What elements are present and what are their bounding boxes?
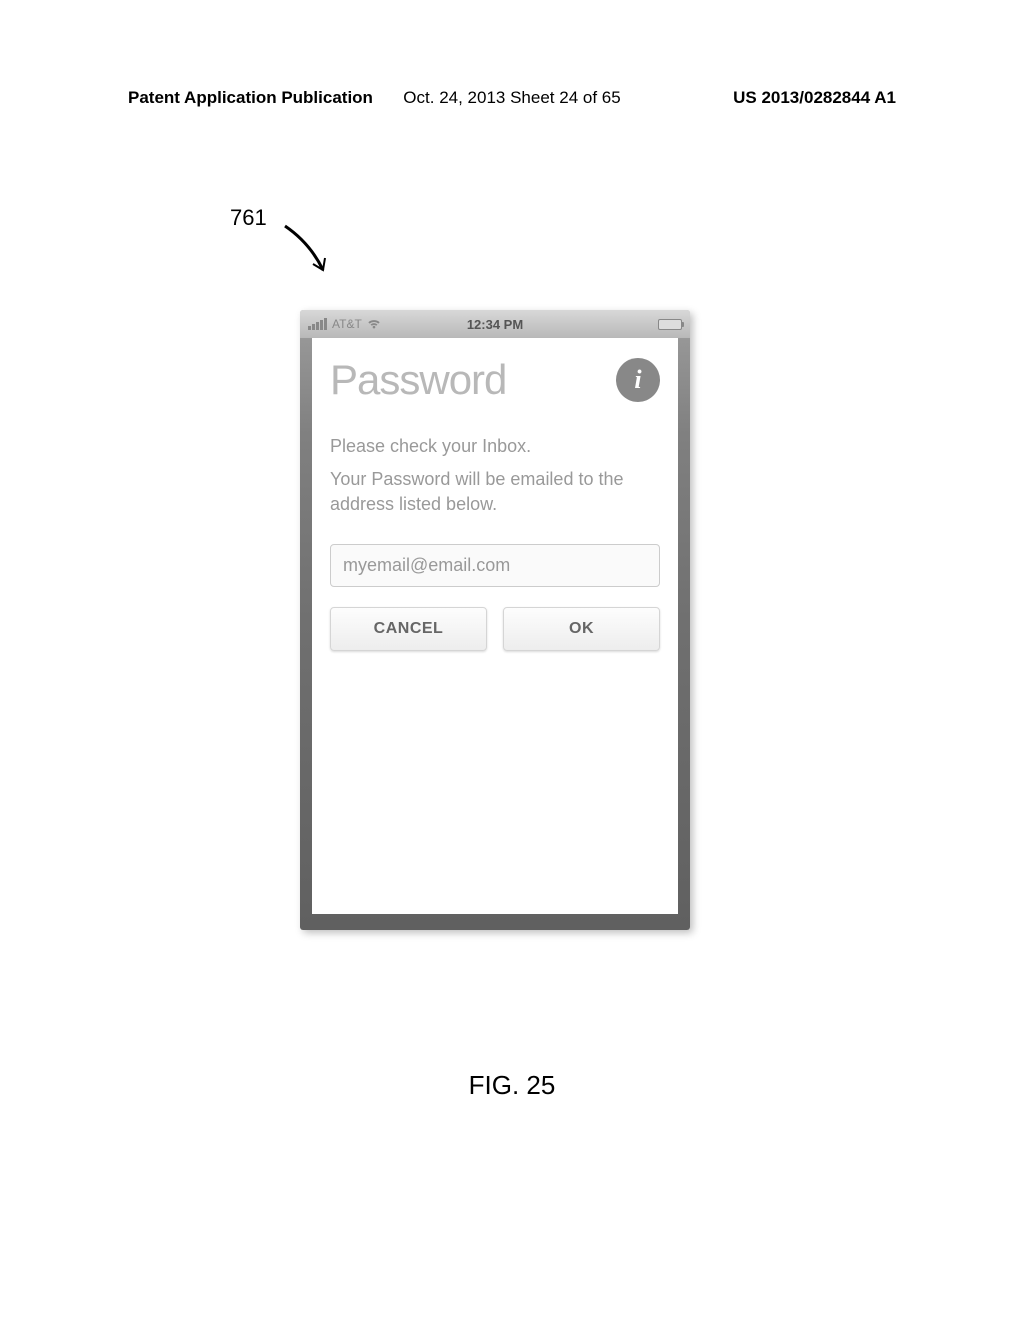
button-row: CANCEL OK (330, 607, 660, 651)
header-publication: Patent Application Publication (128, 88, 373, 108)
status-time: 12:34 PM (467, 317, 523, 332)
signal-strength-icon (308, 318, 327, 330)
page-title: Password (330, 356, 506, 404)
header-patent-number: US 2013/0282844 A1 (733, 88, 896, 108)
carrier-label: AT&T (332, 317, 362, 331)
cancel-button[interactable]: CANCEL (330, 607, 487, 651)
instruction-line-1: Please check your Inbox. (330, 434, 660, 459)
figure-label: FIG. 25 (469, 1070, 556, 1101)
status-left: AT&T (308, 317, 381, 331)
info-icon[interactable]: i (616, 358, 660, 402)
content-panel: Password i Please check your Inbox. Your… (312, 338, 678, 914)
title-row: Password i (330, 356, 660, 404)
instruction-line-2: Your Password will be emailed to the add… (330, 467, 660, 517)
battery-icon (658, 319, 682, 330)
ok-button[interactable]: OK (503, 607, 660, 651)
document-header: Patent Application Publication Oct. 24, … (0, 88, 1024, 108)
reference-number: 761 (230, 205, 267, 231)
reference-arrow-icon (275, 218, 345, 288)
status-bar: AT&T 12:34 PM (300, 310, 690, 338)
header-date-sheet: Oct. 24, 2013 Sheet 24 of 65 (403, 88, 620, 108)
email-field[interactable] (330, 544, 660, 587)
wifi-icon (367, 317, 381, 331)
phone-frame: AT&T 12:34 PM Password i Please check yo… (300, 310, 690, 930)
